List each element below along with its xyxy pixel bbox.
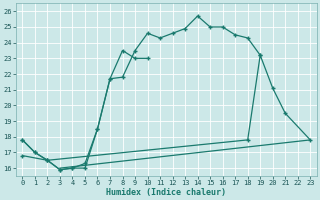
X-axis label: Humidex (Indice chaleur): Humidex (Indice chaleur) (106, 188, 226, 197)
